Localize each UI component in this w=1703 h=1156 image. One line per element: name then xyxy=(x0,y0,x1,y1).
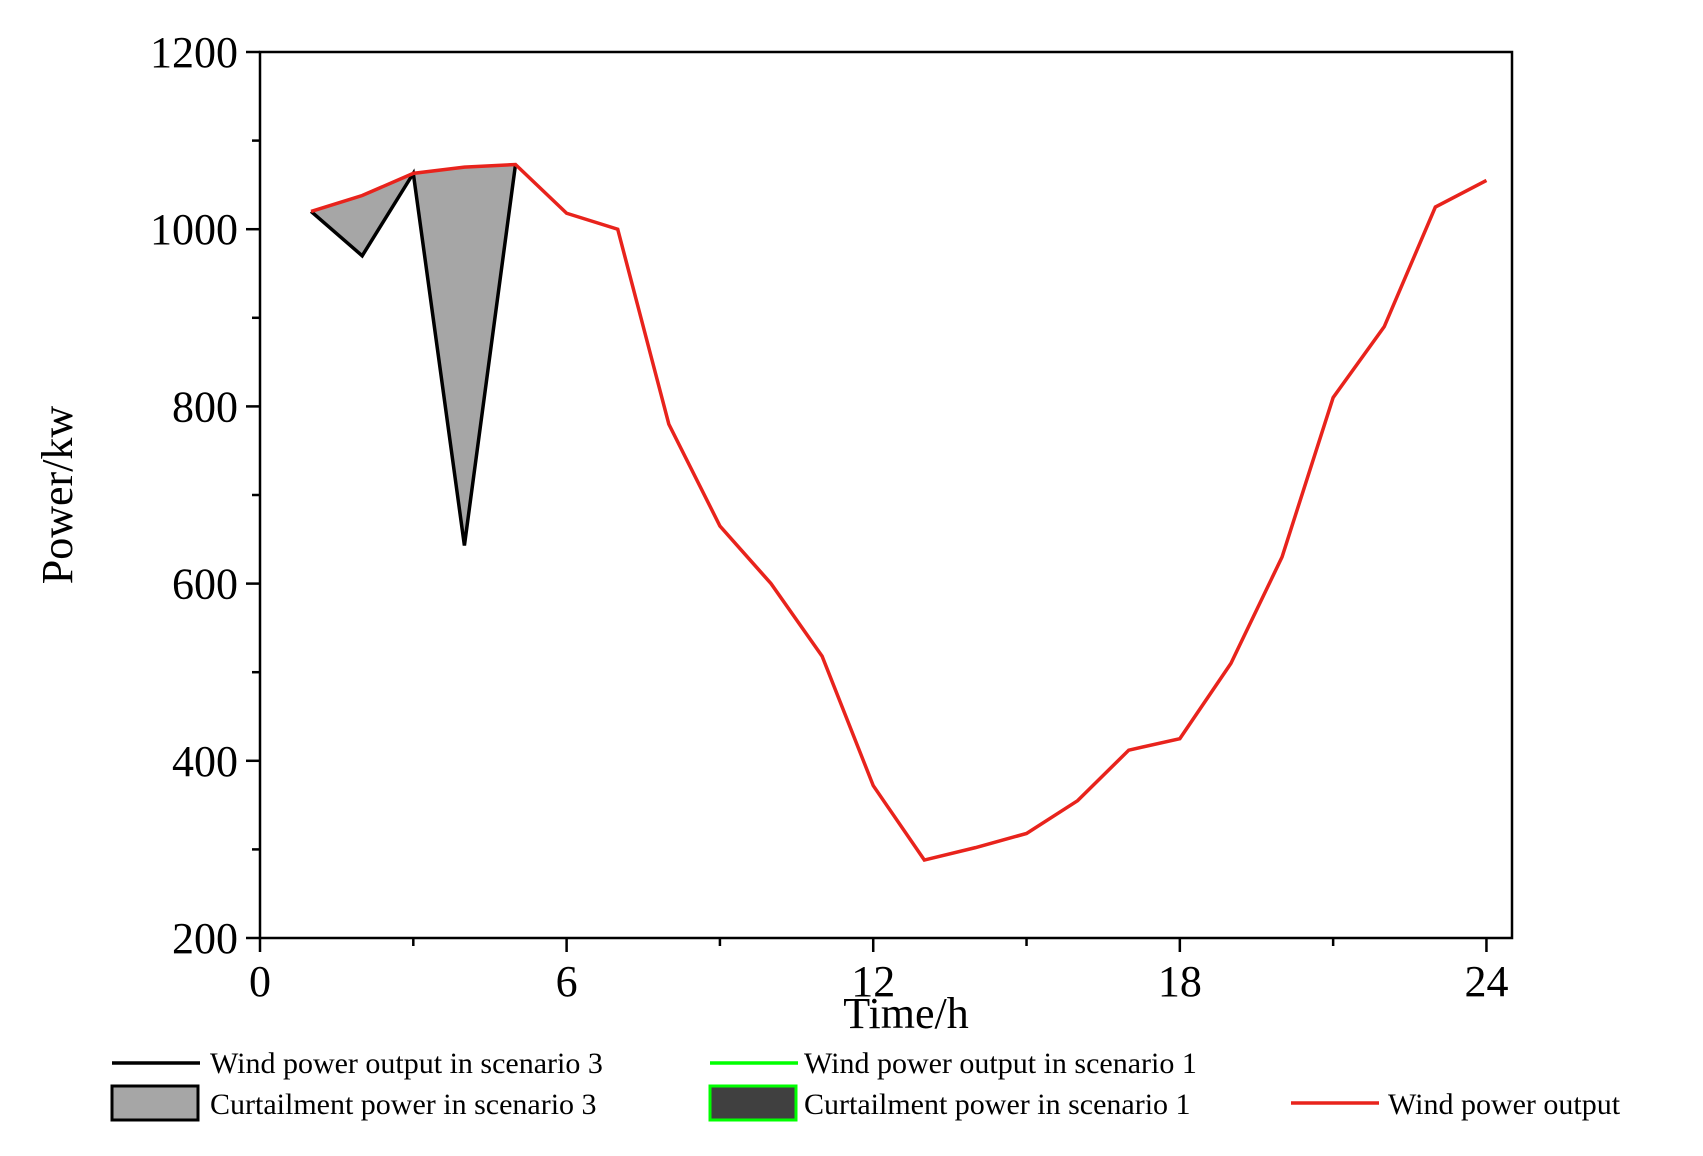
legend-label: Curtailment power in scenario 1 xyxy=(804,1088,1191,1121)
legend-patch-swatch xyxy=(708,1084,798,1122)
x-tick-label: 0 xyxy=(249,957,271,1006)
legend-item: Curtailment power in scenario 3 xyxy=(110,1084,597,1122)
curtailment-area-0 xyxy=(311,164,516,546)
legend: Wind power output in scenario 3 Wind powe… xyxy=(110,1047,1621,1122)
y-tick-label: 200 xyxy=(172,914,238,963)
plot-area xyxy=(309,162,1488,863)
legend-item: Wind power output in scenario 1 xyxy=(710,1047,1197,1080)
y-tick-label: 600 xyxy=(172,560,238,609)
y-tick-label: 400 xyxy=(172,737,238,786)
series-line-wind-power-output xyxy=(310,162,1488,863)
legend-item: Wind power output in scenario 3 xyxy=(112,1047,603,1080)
axes: 200 400 600 800 1000 1200 0 6 12 18 24 Time/h Power/… xyxy=(33,28,1514,1038)
x-tick-label: 6 xyxy=(556,957,578,1006)
legend-label: Curtailment power in scenario 3 xyxy=(210,1088,597,1121)
y-tick-label: 1200 xyxy=(150,28,238,77)
x-tick-label: 24 xyxy=(1464,957,1508,1006)
x-tick-label: 18 xyxy=(1158,957,1202,1006)
legend-label: Wind power output in scenario 3 xyxy=(210,1047,603,1080)
legend-label: Wind power output xyxy=(1388,1088,1621,1121)
legend-item: Wind power output xyxy=(1291,1088,1621,1121)
y-tick-label: 800 xyxy=(172,382,238,431)
x-tick-label: 12 xyxy=(851,957,895,1006)
x-axis-title: Time/h xyxy=(843,989,969,1038)
y-tick-label: 1000 xyxy=(150,205,238,254)
legend-label: Wind power output in scenario 1 xyxy=(804,1047,1197,1080)
legend-patch-swatch xyxy=(110,1084,200,1122)
y-axis-title: Power/kw xyxy=(33,406,82,585)
legend-item: Curtailment power in scenario 1 xyxy=(708,1084,1191,1122)
